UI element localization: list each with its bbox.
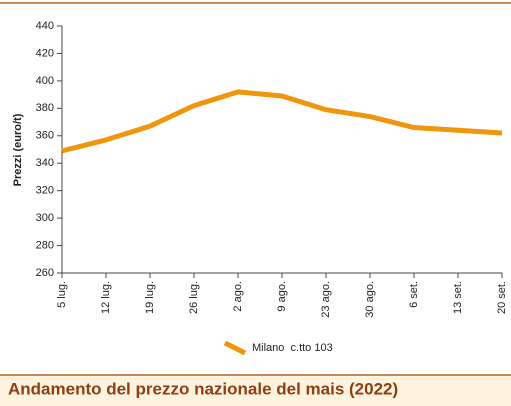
x-tick-label: 9 ago. [276,281,288,312]
y-tick-label: 300 [36,212,54,224]
title-band [0,375,511,406]
y-axis-label: Prezzi (euro/t) [12,113,24,186]
legend-swatch [223,340,247,356]
y-tick-label: 440 [36,20,54,32]
x-tick-label: 13 set. [452,281,464,314]
chart-title: Andamento del prezzo nazionale del mais … [8,379,398,398]
y-tick-label: 420 [36,47,54,59]
x-tick-label: 5 lug. [56,281,68,308]
x-tick-label: 26 lug. [188,281,200,314]
x-tick-label: 19 lug. [144,281,156,314]
y-tick-label: 400 [36,75,54,87]
x-tick-label: 20 set. [496,281,508,314]
y-tick-label: 340 [36,157,54,169]
x-tick-label: 6 set. [408,281,420,308]
y-tick-label: 280 [36,239,54,251]
x-tick-label: 2 ago. [232,281,244,312]
x-tick-label: 30 ago. [364,281,376,318]
y-tick-label: 320 [36,185,54,197]
x-tick-label: 23 ago. [320,281,332,318]
line-series [61,89,503,154]
y-tick-label: 260 [36,267,54,279]
legend-label: Milano c.tto 103 [252,342,333,354]
y-tick-label: 380 [36,102,54,114]
x-tick-label: 12 lug. [100,281,112,314]
y-tick-label: 360 [36,130,54,142]
